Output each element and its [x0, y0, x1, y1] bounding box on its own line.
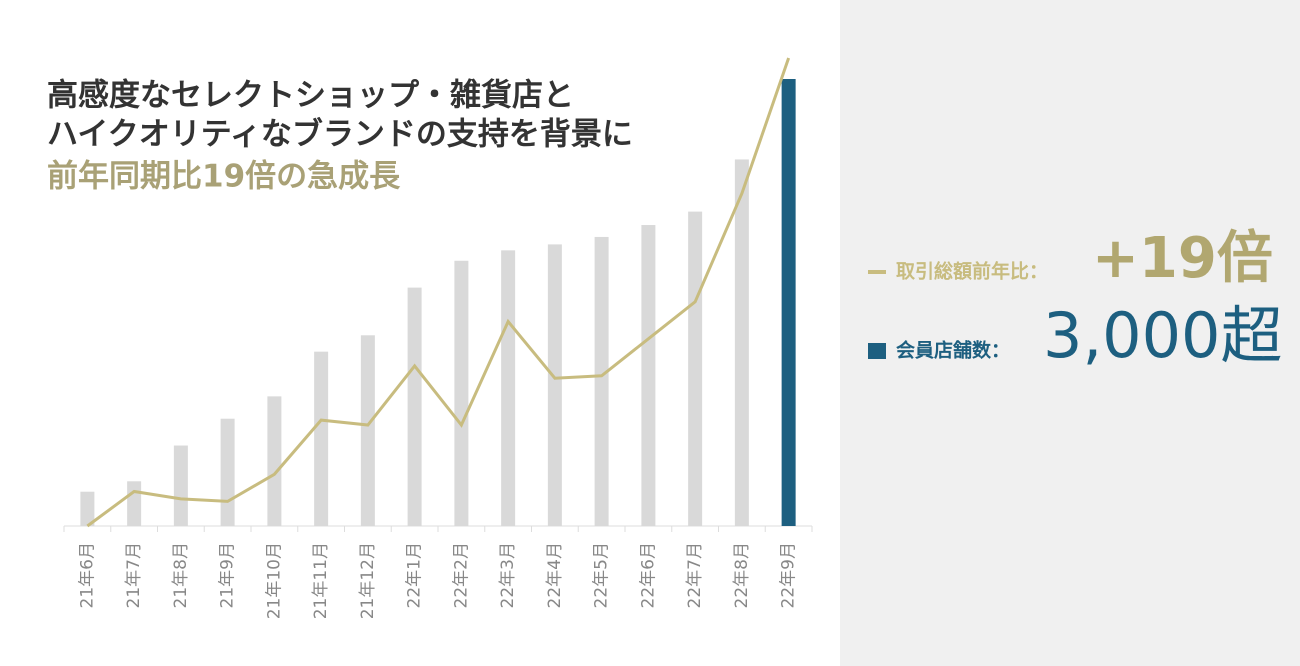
line: [86, 57, 791, 528]
legend-swatch: [868, 343, 886, 359]
x-tick-label: 21年7月: [124, 542, 144, 608]
bar: [501, 250, 516, 526]
bar: [594, 236, 609, 526]
bar: [314, 351, 329, 526]
x-tick-label: 21年10月: [264, 542, 284, 619]
x-tick-label: 21年9月: [218, 542, 238, 608]
bar: [454, 260, 469, 526]
bar: [734, 159, 749, 526]
bar: [360, 335, 375, 526]
bar: [407, 287, 422, 526]
x-tick-label: 22年3月: [498, 542, 518, 608]
x-tick-label: 21年12月: [358, 542, 378, 619]
title-line: 高感度なセレクトショップ・雑貨店と: [47, 78, 574, 114]
bar: [781, 79, 796, 526]
legend-swatch: [868, 270, 886, 274]
legend-label: 取引総額前年比：: [896, 260, 1048, 283]
bar: [173, 445, 188, 526]
legend-headline: 3,000超: [1043, 299, 1283, 372]
x-tick-label: 22年8月: [732, 542, 752, 608]
x-tick-label: 22年9月: [779, 542, 799, 608]
title-line: ハイクオリティなブランドの支持を背景に: [47, 117, 633, 153]
legend-headline: +19倍: [1092, 226, 1273, 291]
bar: [547, 244, 562, 526]
x-tick-label: 22年7月: [685, 542, 705, 608]
x-tick-label: 21年11月: [311, 542, 331, 619]
x-tick-label: 22年1月: [405, 542, 425, 608]
bar: [641, 225, 656, 526]
x-tick-label: 22年5月: [592, 542, 612, 608]
x-tick-label: 21年6月: [77, 542, 97, 608]
x-tick-label: 22年4月: [545, 542, 565, 608]
bar: [127, 481, 142, 526]
x-tick-label: 22年6月: [638, 542, 658, 608]
bar: [220, 418, 235, 526]
title-highlight: 前年同期比19倍の急成長: [47, 159, 401, 195]
bar: [688, 211, 703, 527]
legend-label: 会員店舗数：: [896, 339, 1010, 362]
x-tick-label: 22年2月: [451, 542, 471, 608]
bar: [267, 396, 282, 526]
side-panel: [840, 0, 1300, 666]
x-tick-label: 21年8月: [171, 542, 191, 608]
bar: [80, 491, 95, 526]
